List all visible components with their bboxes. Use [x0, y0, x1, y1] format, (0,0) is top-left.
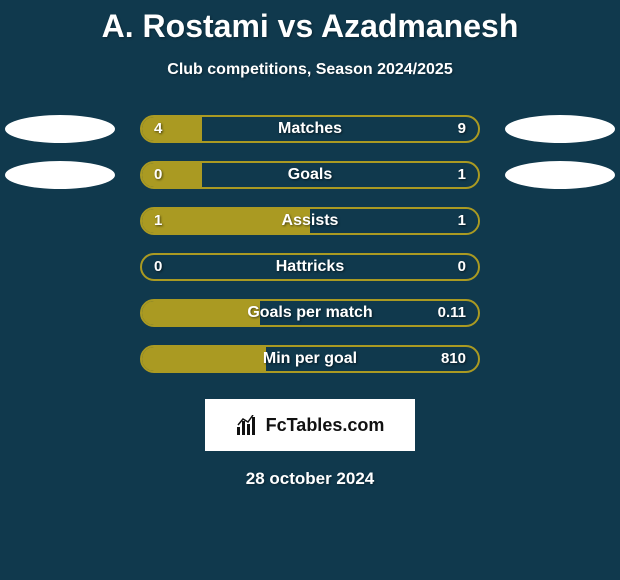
- player-ellipse-left: [5, 115, 115, 143]
- chart-icon: [236, 415, 258, 435]
- stat-bar: 0Goals1: [140, 161, 480, 189]
- stat-row: 0Goals1: [0, 155, 620, 201]
- stat-row: Goals per match0.11: [0, 293, 620, 339]
- stat-label: Assists: [142, 209, 478, 233]
- value-right: 9: [458, 117, 466, 141]
- stat-row: 4Matches9: [0, 109, 620, 155]
- logo-text: FcTables.com: [266, 415, 385, 436]
- stat-bar: 0Hattricks0: [140, 253, 480, 281]
- comparison-card: A. Rostami vs Azadmanesh Club competitio…: [0, 0, 620, 580]
- stat-label: Goals per match: [142, 301, 478, 325]
- stat-label: Hattricks: [142, 255, 478, 279]
- value-right: 1: [458, 163, 466, 187]
- player-ellipse-right: [505, 115, 615, 143]
- stat-row: Min per goal810: [0, 339, 620, 385]
- value-right: 0: [458, 255, 466, 279]
- player-ellipse-left: [5, 161, 115, 189]
- player-ellipse-right: [505, 161, 615, 189]
- stat-row: 1Assists1: [0, 201, 620, 247]
- stat-bar: 1Assists1: [140, 207, 480, 235]
- stats-section: 4Matches90Goals11Assists10Hattricks0Goal…: [0, 109, 620, 385]
- stat-row: 0Hattricks0: [0, 247, 620, 293]
- date: 28 october 2024: [0, 469, 620, 489]
- value-right: 1: [458, 209, 466, 233]
- stat-label: Matches: [142, 117, 478, 141]
- stat-bar: Min per goal810: [140, 345, 480, 373]
- stat-bar: 4Matches9: [140, 115, 480, 143]
- value-right: 810: [441, 347, 466, 371]
- value-right: 0.11: [438, 301, 466, 325]
- stat-label: Goals: [142, 163, 478, 187]
- stat-label: Min per goal: [142, 347, 478, 371]
- page-subtitle: Club competitions, Season 2024/2025: [0, 61, 620, 79]
- stat-bar: Goals per match0.11: [140, 299, 480, 327]
- logo-box: FcTables.com: [205, 399, 415, 451]
- page-title: A. Rostami vs Azadmanesh: [0, 0, 620, 45]
